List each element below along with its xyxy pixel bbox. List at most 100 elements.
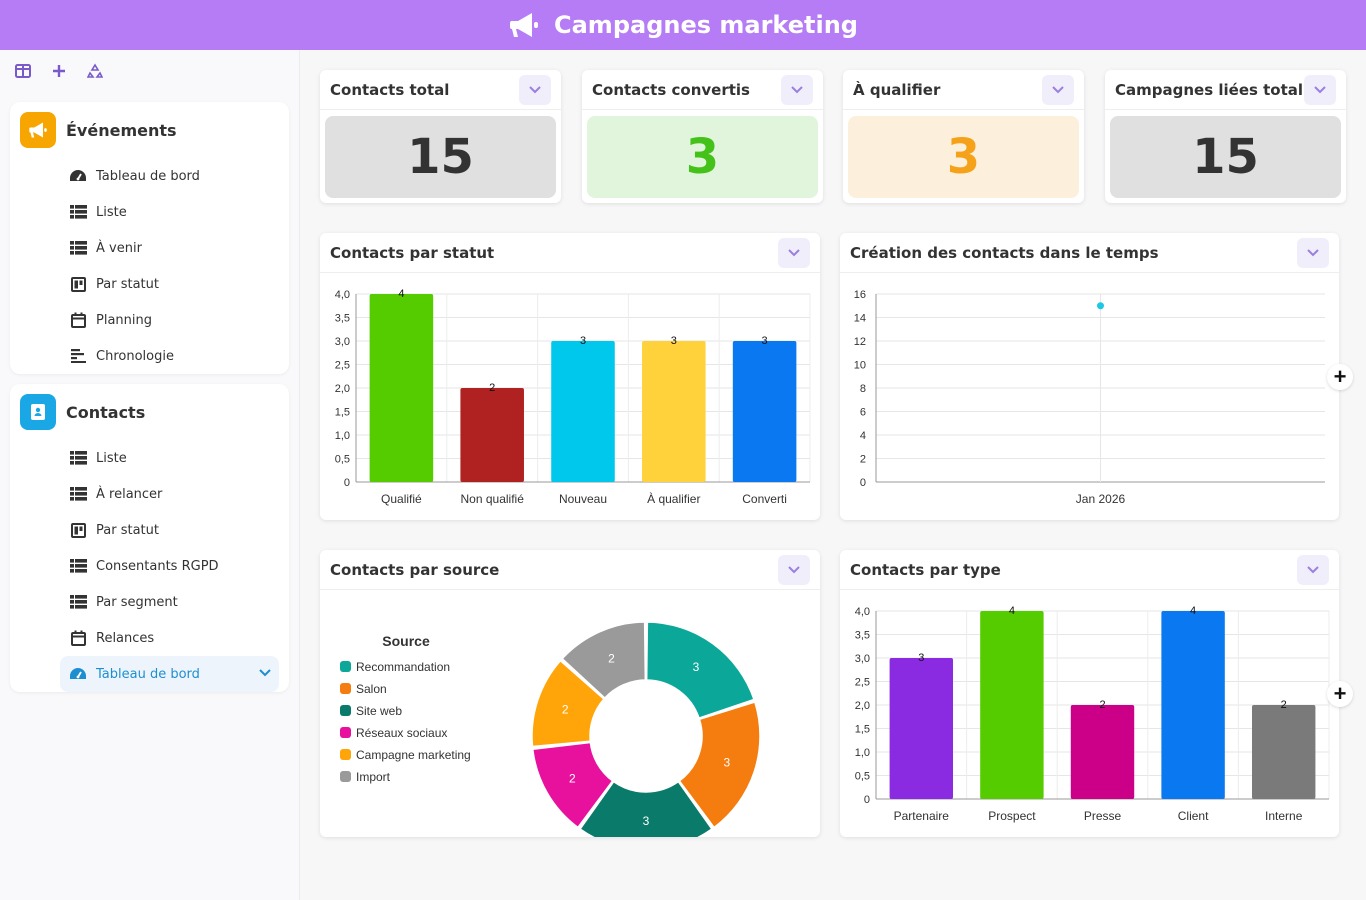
sidebar-item-par-statut[interactable]: Par statut <box>10 512 289 548</box>
panel-creation-contacts-temps: Création des contacts dans le temps 0 2 4 6… <box>840 233 1339 520</box>
legend-swatch <box>340 749 351 760</box>
sidebar-item-tableau-de-bord[interactable]: Tableau de bord <box>10 158 289 194</box>
add-widget-button[interactable]: + <box>1327 681 1353 707</box>
sidebar-item-label: Tableau de bord <box>96 168 200 184</box>
kpi-title: À qualifier <box>853 80 941 99</box>
y-tick-label: 4 <box>860 430 866 442</box>
bar-chart-type: 0 0,5 1,0 1,5 2,0 2,5 3,0 3,5 4,0 3 Partenaire 4 Pro… <box>855 605 1330 823</box>
sidebar-item-a-venir[interactable]: À venir <box>10 230 289 266</box>
pie-slice <box>645 621 755 720</box>
sidebar-group-header[interactable]: Contacts <box>10 384 289 440</box>
y-tick-label: 0 <box>860 477 866 489</box>
data-label: 4 <box>398 288 404 300</box>
bar <box>1070 705 1135 799</box>
sidebar-item-liste[interactable]: Liste <box>10 194 289 230</box>
sidebar-item-tableau-de-bord[interactable]: Tableau de bord <box>60 656 279 692</box>
y-tick-label: 3,0 <box>855 653 870 665</box>
sidebar-item-relances[interactable]: Relances <box>10 620 289 656</box>
add-widget-button[interactable]: + <box>1327 364 1353 390</box>
sidebar-items: Liste À relancer Par statut Consentants RGP… <box>10 440 289 692</box>
data-label: 2 <box>1281 699 1287 711</box>
legend-label: Site web <box>356 704 402 718</box>
legend-swatch <box>340 705 351 716</box>
x-tick-label: Non qualifié <box>461 492 525 506</box>
y-tick-label: 0,5 <box>335 454 350 466</box>
data-label: 3 <box>918 652 924 664</box>
y-tick-label: 0,5 <box>855 771 870 783</box>
chevron-down-icon[interactable] <box>259 666 271 681</box>
sidebar-item-label: Relances <box>96 630 155 646</box>
bar <box>889 658 954 799</box>
kpi-title: Campagnes liées total <box>1115 80 1304 99</box>
list-icon <box>69 558 87 574</box>
bar <box>980 611 1044 799</box>
y-tick-label: 3,0 <box>335 336 350 348</box>
kpi-card-contacts-convertis: Contacts convertis 3 <box>582 70 823 203</box>
panel-contacts-par-statut: Contacts par statut 0 0,5 1,0 1,5 2,0 2,5 3,0 3… <box>320 233 820 520</box>
chevron-down-icon[interactable] <box>1297 237 1329 268</box>
chevron-down-icon[interactable] <box>519 74 551 105</box>
timeline-icon <box>69 348 87 364</box>
donut-chart-source: Source Recommandation Salon Site web Réseaux… <box>340 621 761 837</box>
legend-title: Source <box>382 633 430 649</box>
legend-swatch <box>340 727 351 738</box>
pie-slice <box>561 621 647 700</box>
y-tick-label: 12 <box>854 336 866 348</box>
x-tick-label: Converti <box>742 492 787 506</box>
x-tick-label: Partenaire <box>894 809 950 823</box>
pie-slice <box>678 701 761 829</box>
legend-label: Recommandation <box>356 660 450 674</box>
chevron-down-icon[interactable] <box>1042 74 1074 105</box>
sidebar-group-label: Événements <box>66 120 177 140</box>
kpi-card-a-qualifier: À qualifier 3 <box>843 70 1084 203</box>
legend-label: Campagne marketing <box>356 748 471 762</box>
sidebar-item-consentants-rgpd[interactable]: Consentants RGPD <box>10 548 289 584</box>
pie-slice <box>531 741 614 829</box>
chevron-down-icon[interactable] <box>1297 554 1329 585</box>
chevron-down-icon[interactable] <box>781 74 813 105</box>
sidebar-item-par-statut[interactable]: Par statut <box>10 266 289 302</box>
data-label: 3 <box>762 335 768 347</box>
y-tick-label: 1,5 <box>855 724 870 736</box>
slice-label: 2 <box>569 772 576 786</box>
x-tick-label: Presse <box>1084 809 1122 823</box>
x-tick-label: À qualifier <box>647 491 700 506</box>
sidebar-items: Tableau de bord Liste À venir Par statut Pla… <box>10 158 289 374</box>
kanban-icon <box>69 276 87 292</box>
slice-label: 3 <box>693 660 700 674</box>
sidebar-item-par-segment[interactable]: Par segment <box>10 584 289 620</box>
plus-icon[interactable] <box>48 60 70 82</box>
data-label: 3 <box>580 335 586 347</box>
sidebar-item-chronologie[interactable]: Chronologie <box>10 338 289 374</box>
kpi-value: 3 <box>587 116 818 198</box>
chevron-down-icon[interactable] <box>1304 74 1336 105</box>
data-label: 2 <box>489 382 495 394</box>
legend-swatch <box>340 683 351 694</box>
sidebar: Événements Tableau de bord Liste À venir Pa… <box>0 50 300 900</box>
list-icon <box>69 450 87 466</box>
sidebar-item-label: À relancer <box>96 486 163 502</box>
sidebar-item-a-relancer[interactable]: À relancer <box>10 476 289 512</box>
sidebar-item-liste[interactable]: Liste <box>10 440 289 476</box>
layout-icon[interactable] <box>12 60 34 82</box>
sidebar-item-planning[interactable]: Planning <box>10 302 289 338</box>
bar <box>642 341 706 482</box>
data-label: 2 <box>1099 699 1105 711</box>
x-tick-label: Nouveau <box>559 492 607 506</box>
sidebar-group-header[interactable]: Événements <box>10 102 289 158</box>
recycle-icon[interactable] <box>84 60 106 82</box>
y-tick-label: 4,0 <box>335 289 350 301</box>
megaphone-icon <box>20 112 56 148</box>
slice-label: 3 <box>643 814 650 828</box>
legend-label: Réseaux sociaux <box>356 726 447 740</box>
chevron-down-icon[interactable] <box>778 554 810 585</box>
bar <box>1161 611 1225 799</box>
kpi-title: Contacts convertis <box>592 80 750 99</box>
pie-slice <box>531 659 605 748</box>
y-tick-label: 1,0 <box>335 430 350 442</box>
sidebar-item-label: Liste <box>96 450 127 466</box>
chevron-down-icon[interactable] <box>778 237 810 268</box>
y-tick-label: 2 <box>860 454 866 466</box>
slice-label: 2 <box>608 651 615 665</box>
megaphone-icon <box>508 11 540 39</box>
